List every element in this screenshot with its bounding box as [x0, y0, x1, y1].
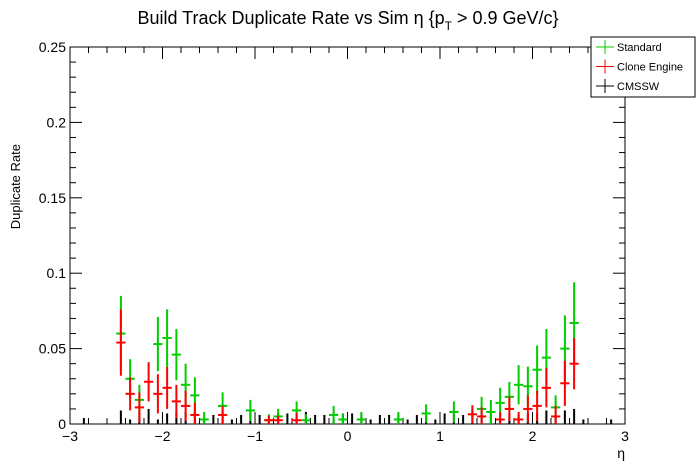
data-point: [292, 412, 302, 424]
plot-frame: [69, 46, 626, 425]
legend-entry: Standard: [596, 40, 662, 54]
data-point: [495, 411, 505, 424]
axes: −3 −2 −1 0 1 2 3 0 0.05 0.1 0.15 0.2 0.25: [39, 39, 629, 444]
data-point: [514, 411, 524, 424]
legend-label: CMSSW: [617, 81, 660, 93]
x-tick-label: 0: [344, 428, 352, 444]
data-point: [171, 328, 181, 381]
data-marks: [82, 282, 613, 424]
data-point: [393, 411, 403, 424]
y-tick-label: 0.25: [39, 39, 66, 55]
data-point: [523, 395, 533, 423]
x-axis-label: η: [617, 445, 625, 461]
chart-title: Build Track Duplicate Rate vs Sim η {pT …: [137, 8, 558, 33]
data-point: [541, 368, 551, 408]
data-point: [134, 392, 144, 423]
data-point: [125, 377, 135, 411]
data-point: [532, 390, 542, 421]
data-point: [171, 384, 181, 418]
y-tick-label: 0.15: [39, 190, 66, 206]
data-point: [329, 405, 339, 424]
data-point: [338, 413, 348, 424]
data-point: [449, 401, 459, 423]
x-tick-label: 3: [621, 428, 629, 444]
data-point: [273, 415, 283, 424]
legend-entry: Clone Engine: [596, 59, 683, 74]
data-point: [560, 360, 570, 406]
x-tick-label: −2: [155, 428, 171, 444]
y-tick-label: 0.1: [47, 265, 67, 281]
y-tick-label: 0.05: [39, 341, 66, 357]
x-tick-label: 1: [436, 428, 444, 444]
x-tick-label: −3: [62, 428, 78, 444]
data-point: [504, 396, 514, 421]
data-point: [153, 374, 163, 414]
data-point: [162, 309, 172, 367]
data-point: [486, 399, 496, 424]
legend: Standard Clone Engine CMSSW: [590, 36, 696, 98]
data-point: [301, 414, 311, 424]
data-point: [116, 309, 126, 376]
data-point: [153, 316, 163, 372]
data-point: [467, 405, 477, 424]
data-point: [569, 338, 579, 390]
y-tick-label: 0.2: [47, 114, 67, 130]
data-point: [245, 399, 255, 421]
y-tick-label: 0: [58, 416, 66, 432]
legend-label: Standard: [617, 42, 662, 54]
x-tick-label: 2: [529, 428, 537, 444]
data-point: [532, 345, 542, 394]
x-tick-label: −1: [247, 428, 263, 444]
data-point: [551, 405, 561, 424]
data-point: [421, 404, 431, 423]
data-point: [264, 415, 274, 424]
data-point: [218, 405, 228, 424]
data-point: [477, 407, 487, 424]
legend-entry: CMSSW: [596, 79, 660, 93]
data-point: [356, 411, 366, 424]
data-point: [181, 390, 191, 421]
series-clone-engine: [116, 309, 579, 424]
data-point: [199, 411, 209, 424]
data-point: [144, 362, 154, 402]
y-axis-label: Duplicate Rate: [8, 144, 23, 229]
data-point: [162, 366, 172, 409]
legend-label: Clone Engine: [617, 62, 683, 74]
data-point: [514, 365, 524, 405]
data-point: [190, 402, 200, 424]
